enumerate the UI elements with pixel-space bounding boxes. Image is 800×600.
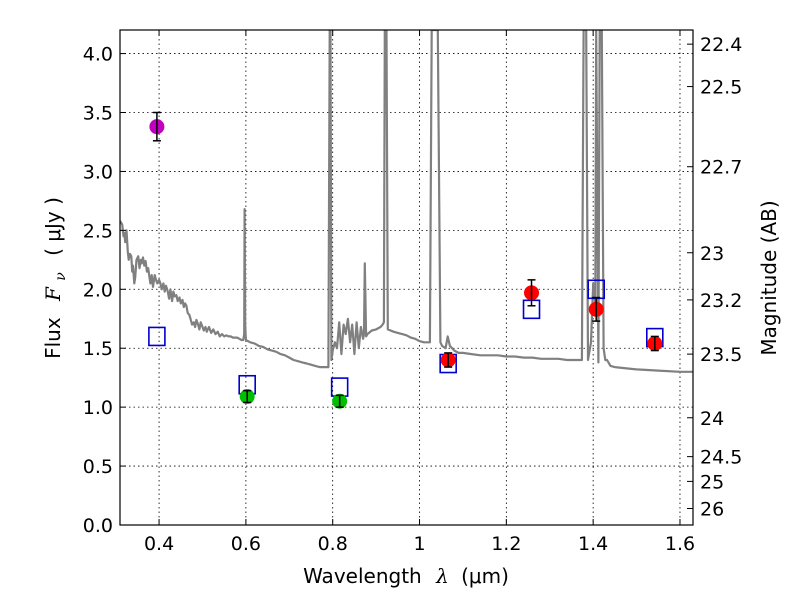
x-tick-label: 1 [413, 533, 425, 555]
y-axis-label-text: Flux [41, 317, 65, 359]
y-tick-label: 3.5 [83, 103, 113, 125]
x-tick-label: 1.6 [665, 533, 695, 555]
y-tick-label: 3.0 [83, 161, 113, 183]
x-axis-label: Wavelength λ (μm) [303, 564, 509, 588]
ticks: 0.4 0.6 0.8 1 1.2 1.4 1.6 0.0 0.5 1.0 1.5 2.0 2.5 3.0… [83, 30, 742, 555]
x-axis-label-text: Wavelength [303, 564, 422, 588]
spectrum-line [120, 30, 693, 373]
right-tick-label: 25 [700, 471, 724, 493]
y-axis-label: Flux F ν ( μJy ) [41, 197, 70, 359]
y-tick-label: 1.5 [83, 338, 113, 360]
x-tick-label: 0.4 [144, 533, 174, 555]
right-tick-label: 22.4 [700, 34, 742, 56]
y-axis-label-symbol: F [41, 286, 65, 302]
x-tick-label: 1.4 [578, 533, 608, 555]
plot-background [120, 30, 693, 525]
plot-frame [119, 29, 694, 526]
markers [148, 111, 664, 409]
x-axis-label-symbol: λ [435, 564, 449, 588]
right-tick-label: 26 [700, 499, 724, 521]
y-tick-label: 0.0 [83, 515, 113, 537]
right-tick-label: 24.5 [700, 447, 742, 469]
y-axis-label-unit: ( μJy ) [41, 197, 65, 256]
right-tick-label: 22.7 [700, 157, 742, 179]
series [120, 30, 693, 373]
right-tick-label: 23.2 [700, 290, 742, 312]
model-point [148, 326, 166, 347]
x-tick-label: 0.8 [318, 533, 348, 555]
y-tick-label: 2.0 [83, 279, 113, 301]
right-tick-label: 23.5 [700, 344, 742, 366]
x-tick-label: 1.2 [491, 533, 521, 555]
y-tick-label: 1.0 [83, 397, 113, 419]
x-axis-label-unit: (μm) [461, 564, 509, 588]
right-tick-label: 23 [700, 243, 724, 265]
x-tick-label: 0.6 [231, 533, 261, 555]
y-tick-label: 2.5 [83, 220, 113, 242]
right-tick-label: 24 [700, 408, 724, 430]
right-tick-label: 22.5 [700, 77, 742, 99]
y-tick-label: 4.0 [83, 44, 113, 66]
y-axis-label-subscript: ν [53, 272, 69, 281]
right-axis-label: Magnitude (AB) [757, 200, 781, 355]
y-tick-label: 0.5 [83, 456, 113, 478]
